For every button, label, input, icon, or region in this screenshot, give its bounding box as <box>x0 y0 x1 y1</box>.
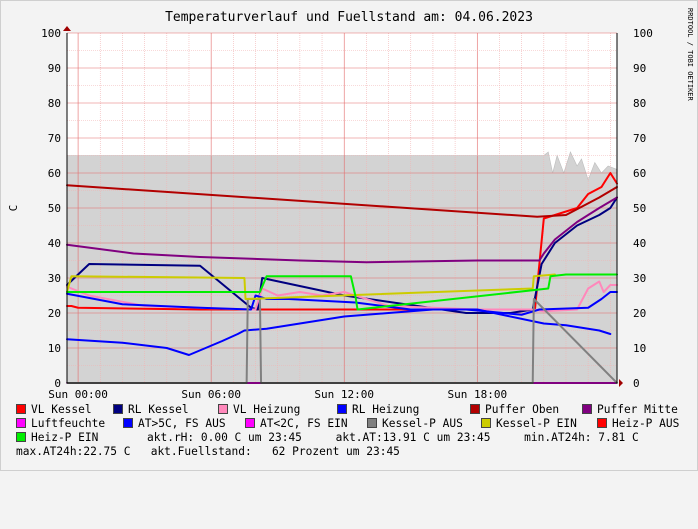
y-tick-label-right: 90 <box>633 62 646 75</box>
y-tick-label-left: 60 <box>48 167 61 180</box>
y-axis-arrow <box>63 26 71 31</box>
y-tick-label-right: 40 <box>633 237 646 250</box>
legend-item-vl-heizung: VL Heizung <box>218 403 300 417</box>
y-tick-label-left: 50 <box>48 202 61 215</box>
y-tick-label-right: 50 <box>633 202 646 215</box>
legend-swatch <box>16 404 26 414</box>
legend-item-heiz-p-aus: Heiz-P AUS <box>597 417 679 431</box>
legend-row-2: Luftfeuchte AT>5C, FS AUS AT<2C, FS EIN … <box>16 417 692 431</box>
stats-line-1: akt.rH: 0.00 C um 23:45 akt.AT:13.91 C u… <box>147 431 639 444</box>
x-tick-label: Sun 00:00 <box>48 388 108 400</box>
y-tick-label-right: 30 <box>633 272 646 285</box>
x-tick-label: Sun 06:00 <box>181 388 241 400</box>
legend-swatch <box>367 418 377 428</box>
series-line-puffer-oben <box>66 184 618 218</box>
legend-item-heiz-p-ein: Heiz-P EIN <box>16 431 98 445</box>
y-tick-label-left: 90 <box>48 62 61 75</box>
fill-level-area <box>66 151 618 384</box>
legend-swatch <box>470 404 480 414</box>
legend-swatch <box>481 418 491 428</box>
y-tick-label-right: 10 <box>633 342 646 355</box>
legend-swatch <box>597 418 607 428</box>
legend-item-rl-kessel: RL Kessel <box>113 403 189 417</box>
y-tick-label-left: 20 <box>48 307 61 320</box>
legend-row-1: VL Kessel RL Kessel VL Heizung RL Heizun… <box>16 403 692 417</box>
y-tick-label-right: 100 <box>633 27 653 40</box>
temperature-chart: 0 0 10 10 20 20 30 30 40 40 50 50 60 60 70 70 80 80 90 90 10… <box>7 8 694 400</box>
watermark: RRDTOOL / TOBI OETIKER <box>686 8 694 102</box>
legend-swatch <box>218 404 228 414</box>
y-tick-label-right: 80 <box>633 97 646 110</box>
legend-swatch <box>16 432 26 442</box>
y-tick-label-right: 0 <box>633 377 640 390</box>
y-tick-label-left: 100 <box>41 27 61 40</box>
legend-swatch <box>113 404 123 414</box>
y-tick-label-right: 70 <box>633 132 646 145</box>
legend-swatch <box>582 404 592 414</box>
legend-swatch <box>16 418 26 428</box>
x-tick-label: Sun 12:00 <box>314 388 374 400</box>
x-tick-label: Sun 18:00 <box>447 388 507 400</box>
legend-row-4: max.AT24h:22.75 C akt.Fuellstand: 62 Pro… <box>16 445 692 459</box>
legend-item-at-lt-2c: AT<2C, FS EIN <box>245 417 348 431</box>
legend-item-kessel-p-aus: Kessel-P AUS <box>367 417 463 431</box>
legend-item-vl-kessel: VL Kessel <box>16 403 92 417</box>
legend-item-rl-heizung: RL Heizung <box>337 403 419 417</box>
y-tick-label-left: 0 <box>54 377 61 390</box>
legend-item-kessel-p-ein: Kessel-P EIN <box>481 417 577 431</box>
legend-swatch <box>337 404 347 414</box>
y-tick-label-left: 40 <box>48 237 61 250</box>
legend-row-3: Heiz-P EIN akt.rH: 0.00 C um 23:45 akt.A… <box>16 431 692 445</box>
y-tick-label-right: 60 <box>633 167 646 180</box>
y-tick-label-left: 80 <box>48 97 61 110</box>
series-line-puffer-mitte <box>66 196 618 264</box>
x-axis-arrow <box>619 379 623 387</box>
y-tick-label-left: 30 <box>48 272 61 285</box>
series-line-kessel-p-ein <box>66 273 556 300</box>
legend-item-at-gt-5c: AT>5C, FS AUS <box>123 417 226 431</box>
stats-line-2: max.AT24h:22.75 C akt.Fuellstand: 62 Pro… <box>16 445 400 458</box>
legend: VL Kessel RL Kessel VL Heizung RL Heizun… <box>16 403 692 459</box>
legend-item-puffer-oben: Puffer Oben <box>470 403 559 417</box>
chart-title: Temperaturverlauf und Fuellstand am: 04.… <box>165 10 533 25</box>
y-tick-label-left: 10 <box>48 342 61 355</box>
y-tick-label-left: 70 <box>48 132 61 145</box>
y-tick-label-right: 20 <box>633 307 646 320</box>
series-line-kessel-p-aus <box>66 298 618 384</box>
legend-swatch <box>123 418 133 428</box>
legend-swatch <box>245 418 255 428</box>
series-line-at-5c-fs-aus <box>66 308 612 356</box>
series-line-rl-kessel <box>66 196 618 314</box>
y-axis-label: C <box>7 205 20 212</box>
legend-item-puffer-mitte: Puffer Mitte <box>582 403 678 417</box>
series-line-rl-heizung <box>66 291 618 316</box>
series-line-heiz-p-ein <box>66 273 618 311</box>
legend-item-luftfeuchte: Luftfeuchte <box>16 417 105 431</box>
